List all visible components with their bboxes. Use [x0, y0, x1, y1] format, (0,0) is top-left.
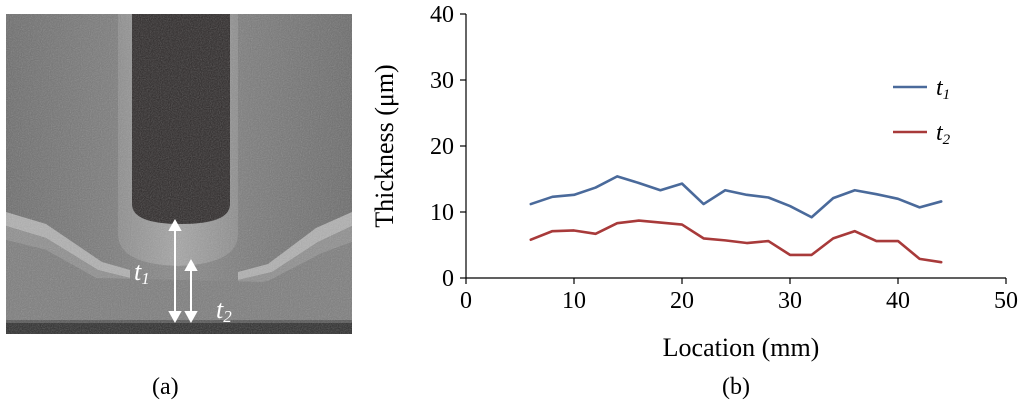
- chart-series: [529, 175, 943, 264]
- legend-label-t1: t1: [936, 75, 950, 103]
- t2-photo-label: t2: [216, 295, 232, 326]
- y-tick-label: 10: [430, 200, 454, 226]
- chart-legend: t1 t2: [893, 75, 951, 148]
- x-tick-label: 10: [562, 288, 586, 314]
- x-tick-label: 30: [778, 288, 802, 314]
- x-tick-label: 20: [670, 288, 694, 314]
- series-line-t2: [529, 219, 943, 264]
- chart-axes: [465, 14, 1006, 279]
- x-tick-label: 40: [886, 288, 910, 314]
- chart-ticks: 0 10 20 30 40 50 0 10 20 30 40: [430, 2, 1018, 314]
- legend-label-t2: t2: [936, 120, 951, 148]
- t2-arrow: [184, 258, 198, 324]
- x-tick-label: 50: [994, 288, 1018, 314]
- y-tick-label: 20: [430, 134, 454, 160]
- y-tick-label: 40: [430, 2, 454, 28]
- x-axis-label: Location (mm): [663, 333, 820, 362]
- y-tick-label: 0: [442, 266, 454, 292]
- y-tick-label: 30: [430, 68, 454, 94]
- caption-b: (b): [722, 374, 750, 400]
- t1-arrow: [168, 218, 182, 324]
- micrograph-image: t1 t2: [6, 14, 352, 334]
- caption-a: (a): [152, 374, 179, 400]
- y-axis-label: Thickness (μm): [370, 64, 399, 227]
- series-line-t1: [529, 175, 943, 219]
- t1-photo-label: t1: [134, 257, 150, 288]
- x-tick-label: 0: [460, 288, 472, 314]
